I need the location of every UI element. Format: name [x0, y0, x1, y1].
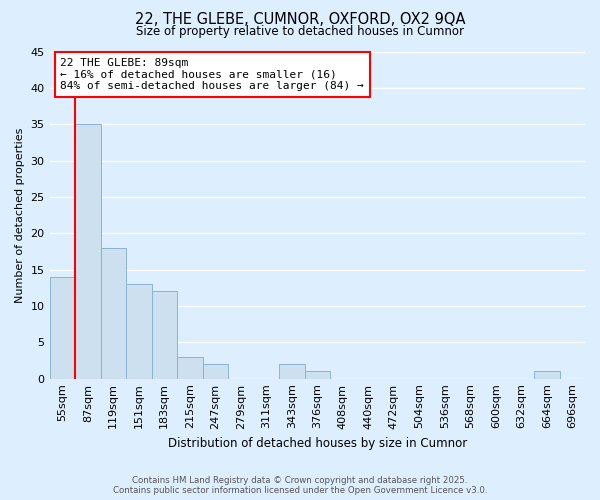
- Text: 22 THE GLEBE: 89sqm
← 16% of detached houses are smaller (16)
84% of semi-detach: 22 THE GLEBE: 89sqm ← 16% of detached ho…: [60, 58, 364, 91]
- Bar: [279, 364, 305, 378]
- Bar: [534, 372, 560, 378]
- Text: 22, THE GLEBE, CUMNOR, OXFORD, OX2 9QA: 22, THE GLEBE, CUMNOR, OXFORD, OX2 9QA: [135, 12, 465, 28]
- Bar: [177, 357, 203, 378]
- Y-axis label: Number of detached properties: Number of detached properties: [15, 128, 25, 303]
- Bar: [203, 364, 228, 378]
- X-axis label: Distribution of detached houses by size in Cumnor: Distribution of detached houses by size …: [167, 437, 467, 450]
- Bar: [50, 277, 75, 378]
- Bar: [126, 284, 152, 378]
- Text: Size of property relative to detached houses in Cumnor: Size of property relative to detached ho…: [136, 25, 464, 38]
- Bar: [305, 372, 330, 378]
- Text: Contains HM Land Registry data © Crown copyright and database right 2025.
Contai: Contains HM Land Registry data © Crown c…: [113, 476, 487, 495]
- Bar: [75, 124, 101, 378]
- Bar: [152, 292, 177, 378]
- Bar: [101, 248, 126, 378]
